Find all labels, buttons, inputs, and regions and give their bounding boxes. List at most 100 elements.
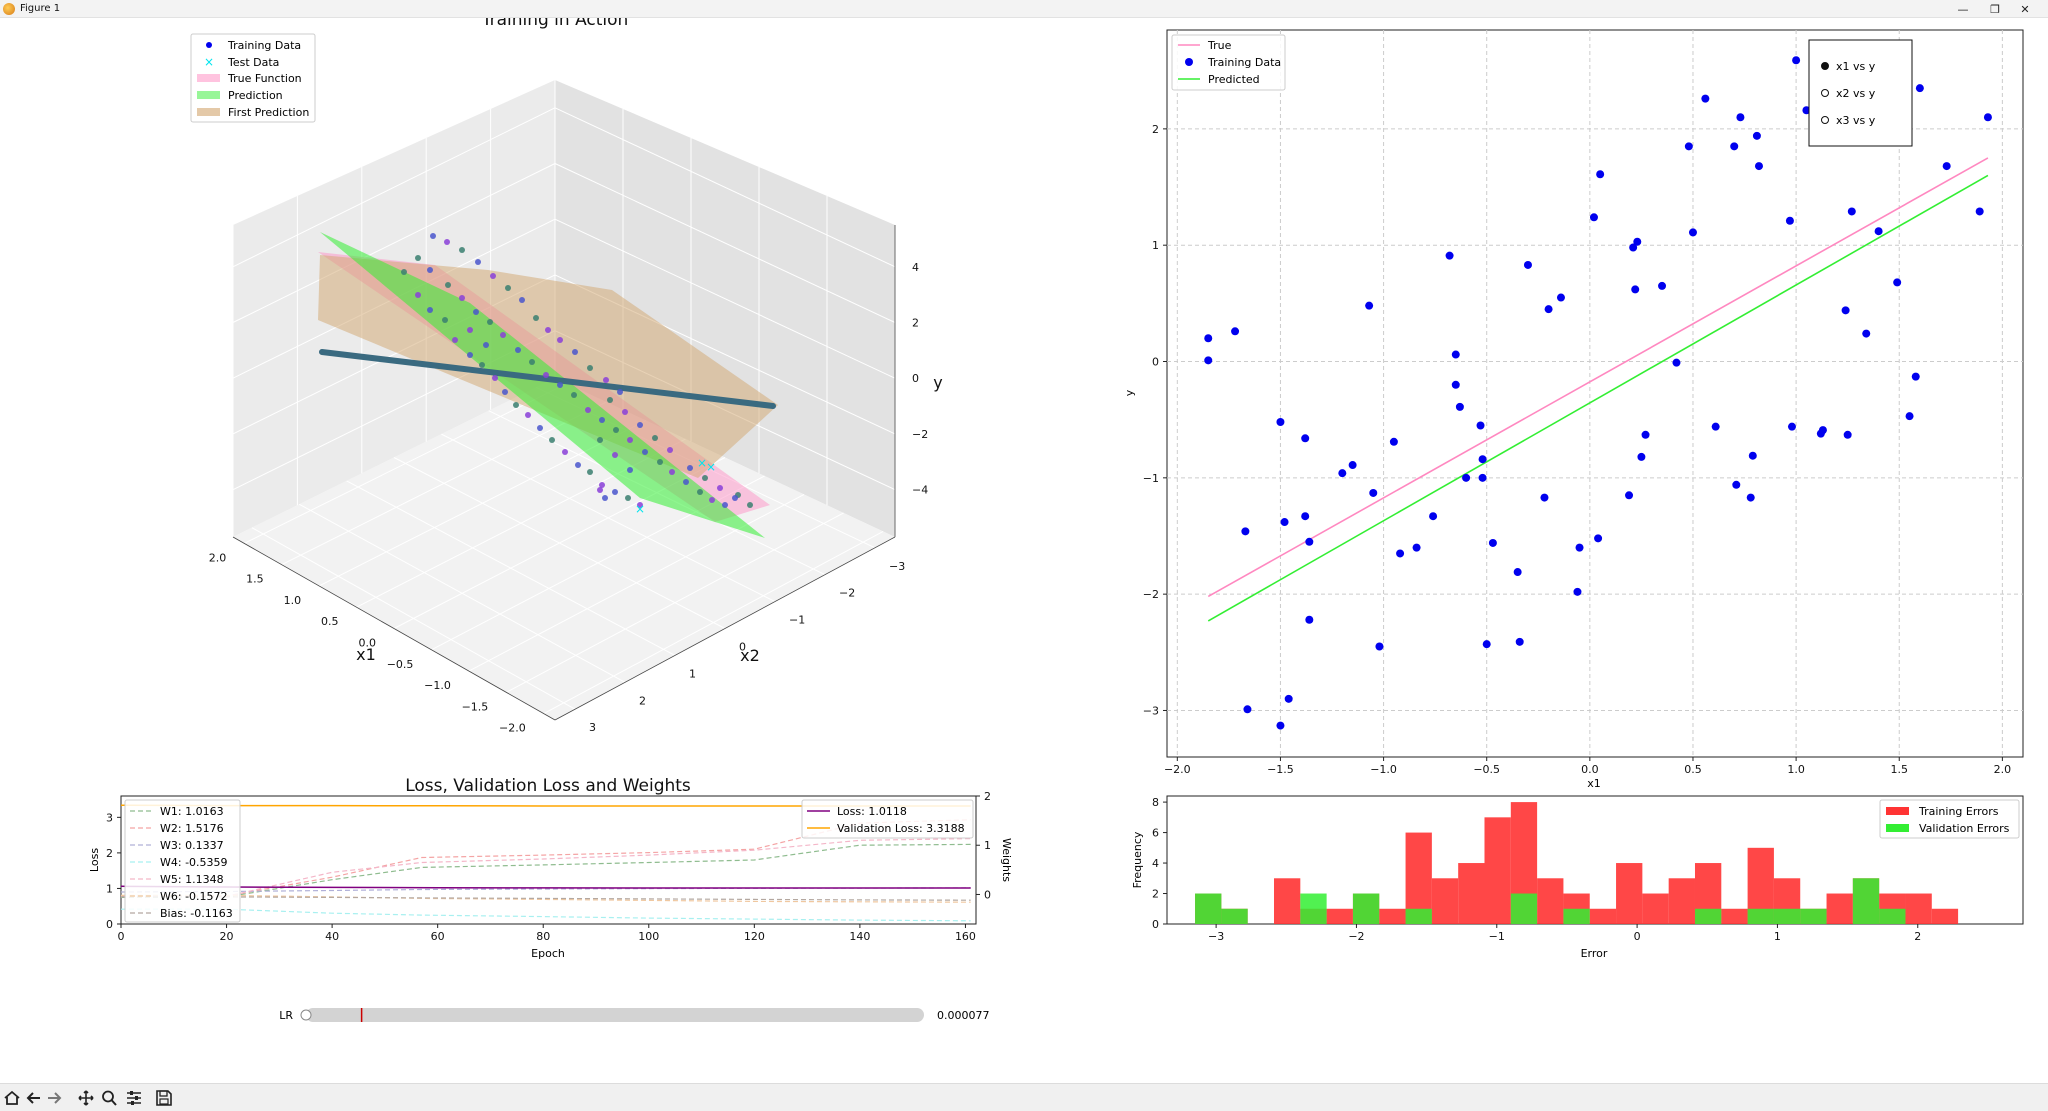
val-error-bar	[1852, 878, 1880, 924]
training-point-3d	[572, 349, 578, 355]
lr-slider-handle[interactable]	[300, 1009, 312, 1021]
tick-label-epoch: 40	[325, 930, 339, 943]
tick-label-x: −0.5	[1473, 763, 1500, 776]
loss-title: Loss, Validation Loss and Weights	[405, 776, 691, 796]
tick-label-x1: 1.0	[284, 594, 302, 607]
close-icon[interactable]: ✕	[2020, 2, 2030, 16]
tick-label-weights: 1	[984, 839, 991, 852]
radio-label-x2[interactable]: x2 vs y	[1836, 87, 1876, 100]
figure-svg: 2.01.51.00.50.0−0.5−1.0−1.5−2.0−3−2−1012…	[88, 10, 2024, 1022]
tick-label-x1: −2.0	[499, 722, 526, 735]
y-axis-label-3d: y	[933, 373, 942, 392]
zoom-icon[interactable]	[100, 1089, 120, 1107]
training-point	[1513, 568, 1522, 577]
tick-label-x: 1.0	[1787, 763, 1805, 776]
maximize-icon[interactable]: ❐	[1990, 2, 2000, 16]
training-point-3d	[697, 489, 703, 495]
training-point-3d	[642, 449, 648, 455]
training-point	[1711, 422, 1720, 431]
training-point	[1412, 543, 1421, 552]
train-error-bar	[1589, 908, 1617, 924]
val-error-bar	[1747, 908, 1774, 924]
training-point	[1276, 417, 1285, 426]
back-icon[interactable]	[24, 1089, 44, 1107]
forward-icon[interactable]	[44, 1089, 64, 1107]
grid-line-x2	[346, 480, 676, 656]
training-point	[1462, 473, 1471, 482]
val-error-bar	[1694, 908, 1722, 924]
pan-icon[interactable]	[76, 1089, 96, 1107]
tick-label-y3d: 4	[912, 261, 919, 274]
home-icon[interactable]	[2, 1089, 22, 1107]
weight-line	[121, 896, 971, 901]
tick-label-x2: −2	[839, 587, 855, 600]
training-point	[1818, 426, 1827, 435]
grid-line-x2	[393, 457, 726, 629]
lr-slider-value: 0.000077	[937, 1009, 990, 1022]
legend2-true: True	[1207, 39, 1232, 52]
radio-button-x1[interactable]	[1821, 62, 1829, 70]
training-point	[1280, 518, 1289, 527]
radio-label-x3[interactable]: x3 vs y	[1836, 114, 1876, 127]
radio-label-x1[interactable]: x1 vs y	[1836, 60, 1876, 73]
legend-weight-label: W6: -0.1572	[160, 890, 228, 903]
weight-line	[120, 819, 971, 898]
training-point	[1348, 461, 1357, 470]
training-point	[1785, 216, 1794, 225]
training-point	[1301, 434, 1310, 443]
lr-slider[interactable]: LR 0.000077	[279, 1008, 990, 1022]
training-point	[1338, 469, 1347, 478]
grid-line-y-right	[554, 163, 896, 323]
training-point-3d	[625, 495, 631, 501]
training-point	[1732, 480, 1741, 489]
training-point	[1478, 473, 1487, 482]
tick-label-x1: 0.0	[359, 637, 377, 650]
configure-subplots-icon[interactable]	[124, 1089, 144, 1107]
training-point-3d	[732, 495, 738, 501]
training-point	[1204, 356, 1213, 365]
tick-label-x1: −1.5	[462, 700, 489, 713]
save-icon[interactable]	[154, 1089, 174, 1107]
minimize-icon[interactable]: —	[1957, 2, 1969, 16]
training-point-3d	[747, 502, 753, 508]
tick-label-freq: 4	[1152, 857, 1159, 870]
training-point	[1241, 527, 1250, 536]
legend-first-prediction: First Prediction	[228, 106, 309, 119]
train-error-bar	[1458, 863, 1485, 924]
axes-3d[interactable]: 2.0 1.5 1.0 0.5 0.0 −0.5 −1.0 −1.5 −2.0 −3 −2 −1 0 1 2…	[190, 10, 943, 735]
radio-button-x3[interactable]	[1821, 116, 1829, 124]
tick-label-freq: 8	[1152, 796, 1159, 809]
training-point	[1843, 430, 1852, 439]
training-point-3d	[529, 359, 535, 365]
training-point	[1975, 207, 1984, 216]
training-point-3d	[401, 269, 407, 275]
train-error-bar	[1905, 893, 1932, 924]
training-point	[1375, 642, 1384, 651]
training-point-3d	[445, 282, 451, 288]
weight-line	[121, 908, 971, 922]
lr-slider-track[interactable]	[306, 1008, 924, 1022]
axes-histogram[interactable]: −3 −2 −1 0 1 2 0 2 4 6 8 Error Frequency Training …	[1131, 795, 2024, 960]
training-point	[1478, 455, 1487, 464]
tick-label-x2: −1	[789, 614, 805, 627]
training-point-3d	[459, 247, 465, 253]
tick-label-x: −1.5	[1267, 763, 1294, 776]
tick-label-error: −1	[1489, 930, 1505, 943]
training-point-3d	[549, 437, 555, 443]
radio-button-x2[interactable]	[1821, 89, 1829, 97]
training-point-3d	[603, 377, 609, 383]
legend-loss-label: Loss: 1.0118	[837, 805, 907, 818]
tick-label-freq: 2	[1152, 888, 1159, 901]
training-point-3d	[479, 362, 485, 368]
legend-weight-label: W3: 0.1337	[160, 839, 224, 852]
axes-scatter[interactable]: −2.0 −1.5 −1.0 −0.5 0.0 0.5 1.0 1.5 2.0 −3 −2 −1 0 1 2…	[1123, 29, 2024, 790]
axes-loss[interactable]: Loss, Validation Loss and Weights 0 20 40 6…	[88, 776, 1013, 960]
train-error-bar	[1484, 817, 1511, 924]
legend-3d: Training Data × Test Data True Function …	[190, 33, 316, 123]
training-point	[1544, 305, 1553, 314]
grid-line-x2	[441, 433, 776, 603]
navigation-toolbar	[0, 1083, 2048, 1111]
training-point	[1482, 640, 1491, 649]
train-error-bar	[1431, 878, 1459, 924]
train-error-bar	[1642, 893, 1669, 924]
